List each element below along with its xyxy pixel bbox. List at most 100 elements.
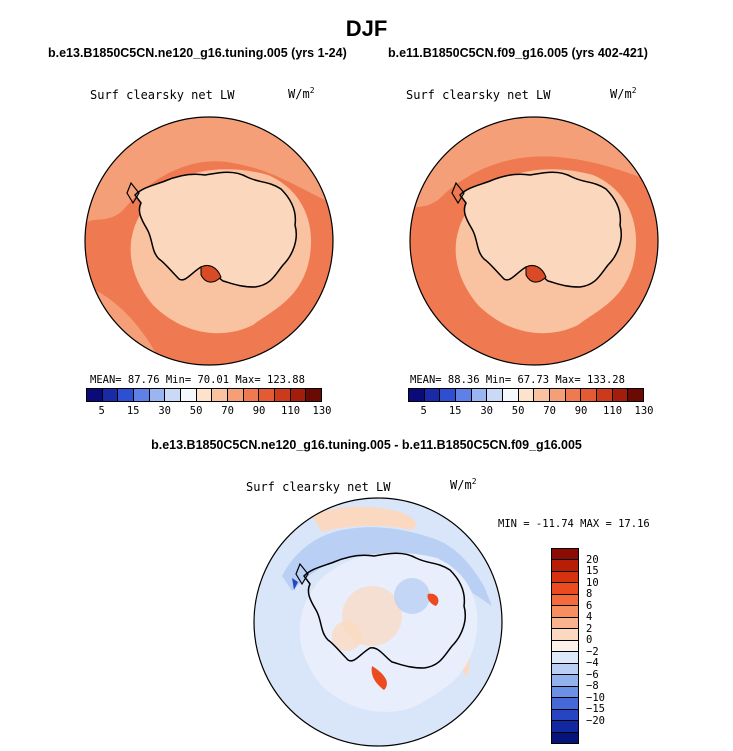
panel-2-colorbar-tick-label: 50 bbox=[511, 405, 525, 417]
diff-colorbar-cell bbox=[552, 732, 578, 743]
panel-2-colorbar-cell bbox=[518, 389, 535, 401]
diff-colorbar bbox=[551, 548, 579, 744]
panel-2-colorbar-tick-label: 70 bbox=[543, 405, 556, 417]
panel-1-colorbar bbox=[86, 388, 322, 402]
diff-colorbar-cell bbox=[552, 640, 578, 653]
diff-colorbar-tick-label: −4 bbox=[586, 657, 599, 670]
panel-1-colorbar-cell bbox=[275, 389, 291, 401]
panel-1-variable-label: Surf clearsky net LW bbox=[90, 88, 235, 102]
panel-1-colorbar-cell bbox=[165, 389, 182, 401]
panel-1-colorbar-cell bbox=[118, 389, 135, 401]
panel-2-colorbar-cell bbox=[612, 389, 629, 401]
diff-colorbar-cell bbox=[552, 686, 578, 699]
diff-colorbar-cell bbox=[552, 560, 578, 572]
diff-colorbar-cell bbox=[552, 629, 578, 641]
diff-colorbar-ticks: 20 15 10 8 6 4 2 0 −2 −4 −6 −8 −10 −15 −20 bbox=[586, 548, 626, 744]
panel-2-colorbar-cell bbox=[597, 389, 613, 401]
panel-2-colorbar bbox=[408, 388, 644, 402]
page-title: DJF bbox=[345, 16, 388, 41]
panel-1-colorbar-cell bbox=[134, 389, 150, 401]
diff-unit-label: W/m2 bbox=[450, 477, 477, 492]
antarctica-land-2 bbox=[459, 171, 622, 288]
panel-2-unit-label: W/m2 bbox=[610, 86, 637, 101]
panel-1-colorbar-cell bbox=[290, 389, 307, 401]
diff-minmax: MIN = -11.74 MAX = 17.16 bbox=[498, 518, 650, 530]
diff-colorbar-cell bbox=[552, 709, 578, 722]
diff-colorbar-tick-label: −6 bbox=[586, 668, 599, 681]
panel-2-colorbar-cell bbox=[550, 389, 566, 401]
panel-1-colorbar-ticks: 5 15 30 50 70 90 110 130 bbox=[86, 405, 332, 419]
diff-colorbar-cell bbox=[552, 652, 578, 664]
panel-2-colorbar-cell bbox=[424, 389, 441, 401]
panel-2-colorbar-cell bbox=[534, 389, 551, 401]
panel-1-colorbar-cell bbox=[228, 389, 244, 401]
panel-1-case-title: b.e13.B1850C5CN.ne120_g16.tuning.005 (yr… bbox=[48, 46, 347, 60]
diff-colorbar-tick-label: −15 bbox=[586, 703, 605, 716]
diff-colorbar-cell bbox=[552, 675, 578, 687]
diff-colorbar-cell bbox=[552, 617, 578, 630]
diff-colorbar-cell bbox=[552, 698, 578, 710]
panel-1-colorbar-tick-label: 130 bbox=[312, 405, 332, 417]
panel-2-colorbar-tick-label: 90 bbox=[574, 405, 588, 417]
diff-colorbar-cell bbox=[552, 606, 578, 618]
diff-colorbar-tick-label: 6 bbox=[586, 599, 593, 612]
panel-2-colorbar-tick-label: 15 bbox=[448, 405, 462, 417]
diff-colorbar-tick-label: 8 bbox=[586, 588, 593, 601]
diff-variable-label: Surf clearsky net LW bbox=[246, 480, 391, 494]
diff-colorbar-tick-label: 4 bbox=[586, 611, 593, 624]
antarctica-land-1 bbox=[134, 171, 297, 288]
panel-1-colorbar-tick-label: 5 bbox=[98, 405, 105, 417]
panel-1-colorbar-cell bbox=[212, 389, 229, 401]
map-panel-2 bbox=[409, 116, 659, 366]
panel-2-colorbar-tick-label: 5 bbox=[420, 405, 427, 417]
diff-colorbar-tick-label: 20 bbox=[586, 553, 599, 566]
panel-2-colorbar-cell bbox=[409, 389, 425, 401]
map-panel-diff bbox=[253, 497, 503, 747]
panel-2-stats: MEAN= 88.36 Min= 67.73 Max= 133.28 bbox=[410, 374, 625, 386]
diff-colorbar-cell bbox=[552, 549, 578, 561]
diff-colorbar-tick-label: −20 bbox=[586, 714, 605, 727]
panel-1-colorbar-cell bbox=[243, 389, 260, 401]
diff-colorbar-cell bbox=[552, 594, 578, 607]
diff-colorbar-tick-label: −8 bbox=[586, 680, 599, 693]
diff-colorbar-tick-label: 0 bbox=[586, 634, 593, 647]
panel-2-colorbar-cell bbox=[471, 389, 488, 401]
diff-colorbar-tick-label: −2 bbox=[586, 645, 599, 658]
panel-2-colorbar-cell bbox=[565, 389, 582, 401]
panel-1-colorbar-tick-label: 15 bbox=[126, 405, 140, 417]
panel-1-colorbar-cell bbox=[181, 389, 197, 401]
panel-1-colorbar-cell bbox=[196, 389, 213, 401]
panel-1-colorbar-cell bbox=[259, 389, 276, 401]
panel-1-colorbar-tick-label: 70 bbox=[221, 405, 234, 417]
panel-2-colorbar-tick-label: 30 bbox=[480, 405, 493, 417]
panel-2-colorbar-cell bbox=[503, 389, 519, 401]
panel-1-colorbar-cell bbox=[306, 389, 322, 401]
diff-colorbar-cell bbox=[552, 663, 578, 676]
panel-1-colorbar-tick-label: 30 bbox=[158, 405, 171, 417]
panel-1-colorbar-tick-label: 110 bbox=[281, 405, 301, 417]
panel-2-colorbar-ticks: 5 15 30 50 70 90 110 130 bbox=[408, 405, 654, 419]
panel-1-unit-label: W/m2 bbox=[288, 86, 315, 101]
panel-2-colorbar-cell bbox=[456, 389, 472, 401]
diff-colorbar-tick-label: 10 bbox=[586, 576, 599, 589]
diff-colorbar-cell bbox=[552, 571, 578, 584]
panel-2-colorbar-cell bbox=[487, 389, 504, 401]
diff-title: b.e13.B1850C5CN.ne120_g16.tuning.005 - b… bbox=[151, 438, 582, 452]
panel-1-colorbar-cell bbox=[87, 389, 103, 401]
diff-colorbar-cell bbox=[552, 583, 578, 595]
panel-2-colorbar-cell bbox=[628, 389, 644, 401]
panel-1-stats: MEAN= 87.76 Min= 70.01 Max= 123.88 bbox=[90, 374, 305, 386]
panel-2-colorbar-tick-label: 130 bbox=[634, 405, 654, 417]
panel-2-colorbar-tick-label: 110 bbox=[603, 405, 623, 417]
diff-colorbar-tick-label: 2 bbox=[586, 622, 593, 635]
map-panel-1 bbox=[84, 116, 334, 366]
diff-colorbar-tick-label: 15 bbox=[586, 565, 599, 578]
panel-1-colorbar-cell bbox=[102, 389, 119, 401]
diff-colorbar-tick-label: −10 bbox=[586, 691, 605, 704]
panel-2-colorbar-cell bbox=[581, 389, 598, 401]
panel-2-case-title: b.e11.B1850C5CN.f09_g16.005 (yrs 402-421… bbox=[388, 46, 648, 60]
diff-colorbar-cell bbox=[552, 721, 578, 733]
panel-1-colorbar-tick-label: 50 bbox=[189, 405, 203, 417]
panel-1-colorbar-cell bbox=[149, 389, 166, 401]
panel-2-colorbar-cell bbox=[440, 389, 457, 401]
